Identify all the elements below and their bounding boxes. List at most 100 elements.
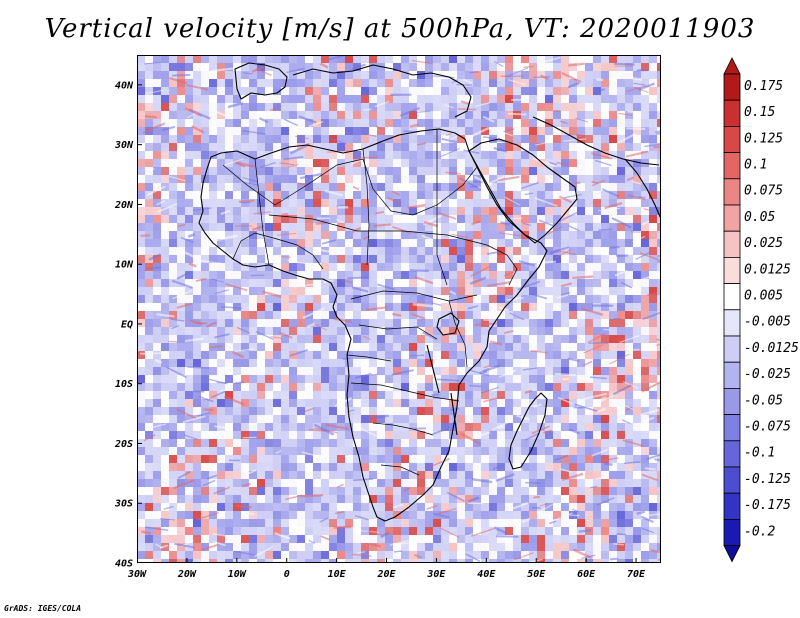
field-cell bbox=[137, 167, 145, 175]
field-cell bbox=[489, 55, 497, 63]
field-streak bbox=[626, 127, 646, 130]
field-cell bbox=[153, 255, 161, 263]
field-cell bbox=[449, 471, 457, 479]
field-cell bbox=[225, 215, 233, 223]
field-cell bbox=[321, 527, 329, 535]
field-cell bbox=[313, 103, 321, 111]
field-cell bbox=[329, 159, 337, 167]
field-cell bbox=[473, 151, 481, 159]
field-cell bbox=[465, 327, 473, 335]
field-cell bbox=[281, 127, 289, 135]
field-cell bbox=[609, 431, 617, 439]
field-cell bbox=[585, 391, 593, 399]
field-cell bbox=[617, 175, 625, 183]
field-cell bbox=[377, 103, 385, 111]
field-cell bbox=[553, 327, 561, 335]
field-cell bbox=[537, 167, 545, 175]
field-streak bbox=[354, 156, 378, 159]
field-cell bbox=[361, 191, 369, 199]
field-cell bbox=[137, 63, 145, 71]
field-cell bbox=[553, 263, 561, 271]
field-cell bbox=[281, 319, 289, 327]
field-cell bbox=[257, 127, 265, 135]
field-cell bbox=[161, 415, 169, 423]
field-cell bbox=[593, 119, 601, 127]
field-cell bbox=[297, 311, 305, 319]
field-cell bbox=[529, 519, 537, 527]
field-cell bbox=[409, 215, 417, 223]
field-cell bbox=[153, 431, 161, 439]
field-cell bbox=[513, 151, 521, 159]
border-sahel bbox=[268, 214, 488, 246]
field-streak bbox=[255, 330, 274, 340]
field-cell bbox=[209, 63, 217, 71]
field-cell bbox=[505, 367, 513, 375]
field-cell bbox=[185, 447, 193, 455]
field-cell bbox=[145, 175, 153, 183]
field-cell bbox=[417, 431, 425, 439]
field-cell bbox=[337, 479, 345, 487]
field-cell bbox=[553, 231, 561, 239]
field-cell bbox=[385, 175, 393, 183]
field-cell bbox=[641, 263, 649, 271]
field-streak bbox=[172, 289, 193, 300]
field-cell bbox=[649, 335, 657, 343]
field-streak bbox=[563, 193, 582, 199]
field-cell bbox=[217, 55, 225, 63]
field-cell bbox=[513, 399, 521, 407]
field-cell bbox=[537, 351, 545, 359]
field-cell bbox=[457, 543, 465, 551]
field-cell bbox=[465, 71, 473, 79]
field-cell bbox=[241, 511, 249, 519]
field-cell bbox=[641, 367, 649, 375]
field-cell bbox=[225, 287, 233, 295]
field-cell bbox=[585, 319, 593, 327]
field-cell bbox=[385, 111, 393, 119]
field-cell bbox=[521, 199, 529, 207]
field-cell bbox=[337, 527, 345, 535]
field-streak bbox=[482, 364, 501, 373]
field-cell bbox=[369, 479, 377, 487]
field-cell bbox=[321, 287, 329, 295]
field-cell bbox=[201, 207, 209, 215]
field-cell bbox=[161, 463, 169, 471]
field-cell bbox=[529, 319, 537, 327]
field-cell bbox=[321, 255, 329, 263]
field-cell bbox=[281, 367, 289, 375]
field-cell bbox=[329, 471, 337, 479]
field-cell bbox=[545, 463, 553, 471]
field-cell bbox=[641, 151, 649, 159]
field-cell bbox=[177, 335, 185, 343]
field-cell bbox=[465, 191, 473, 199]
field-cell bbox=[497, 479, 505, 487]
field-cell bbox=[521, 143, 529, 151]
field-cell bbox=[569, 383, 577, 391]
field-cell bbox=[657, 151, 661, 159]
field-cell bbox=[569, 95, 577, 103]
field-cell bbox=[449, 527, 457, 535]
field-cell bbox=[345, 255, 353, 263]
field-cell bbox=[649, 415, 657, 423]
field-cell bbox=[217, 479, 225, 487]
field-cell bbox=[257, 407, 265, 415]
field-cell bbox=[153, 463, 161, 471]
field-cell bbox=[641, 479, 649, 487]
field-cell bbox=[273, 479, 281, 487]
field-streak bbox=[433, 75, 455, 79]
field-cell bbox=[585, 63, 593, 71]
field-cell bbox=[209, 415, 217, 423]
field-cell bbox=[137, 511, 145, 519]
field-cell bbox=[297, 471, 305, 479]
field-cell bbox=[225, 487, 233, 495]
field-streak bbox=[446, 491, 465, 502]
field-cell bbox=[449, 247, 457, 255]
field-cell bbox=[169, 255, 177, 263]
field-cell bbox=[289, 103, 297, 111]
field-cell bbox=[177, 63, 185, 71]
field-cell bbox=[313, 135, 321, 143]
field-cell bbox=[289, 471, 297, 479]
field-cell bbox=[153, 95, 161, 103]
field-cell bbox=[529, 223, 537, 231]
field-streak bbox=[509, 312, 525, 321]
field-cell bbox=[201, 167, 209, 175]
